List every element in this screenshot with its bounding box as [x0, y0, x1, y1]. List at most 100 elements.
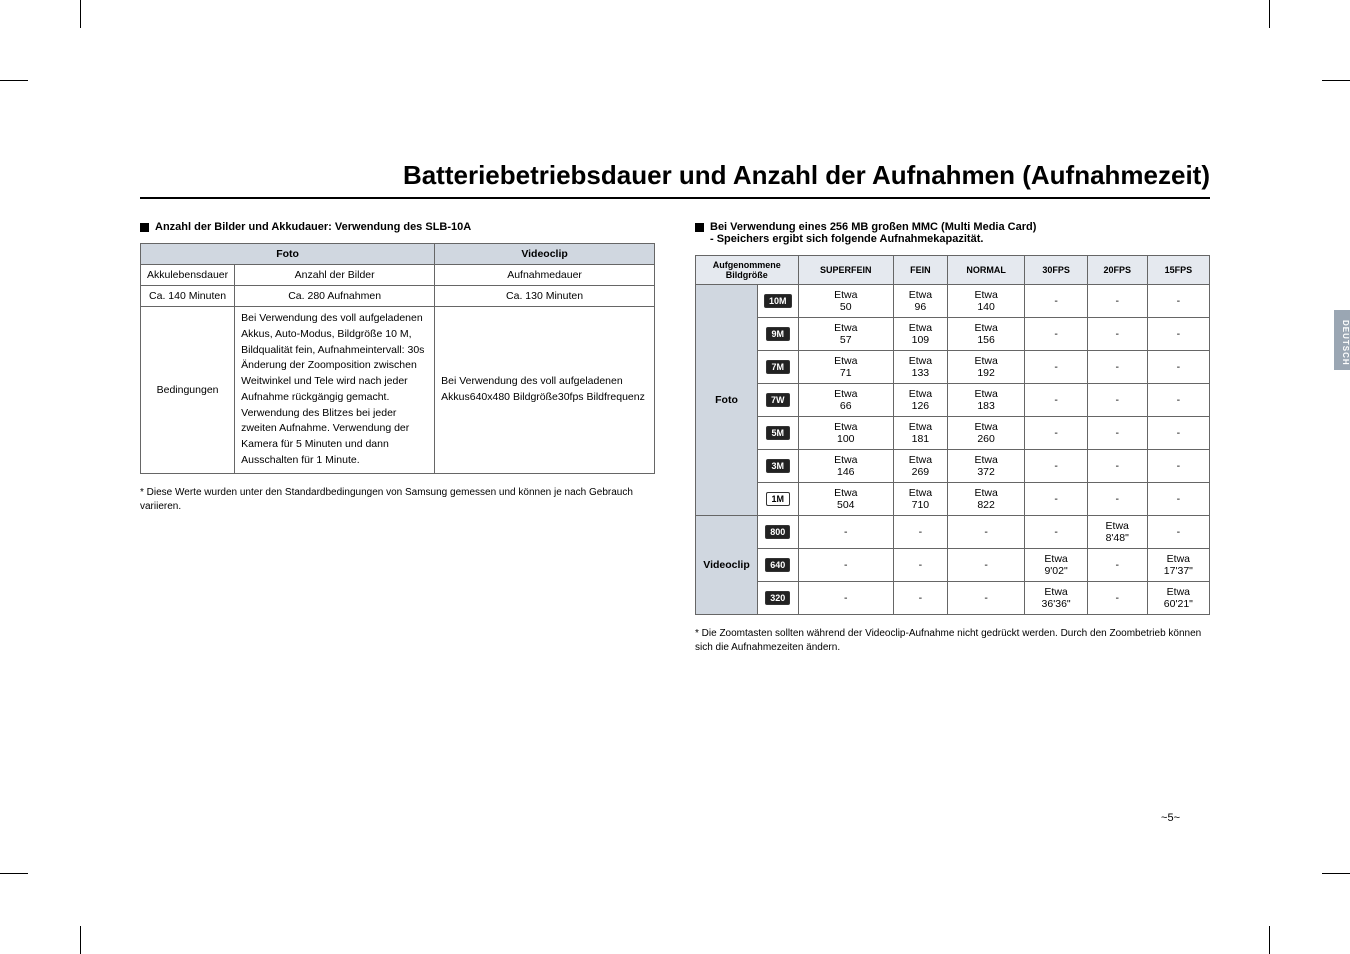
size-badge: 1M [766, 492, 790, 506]
size-badge: 10M [764, 294, 792, 308]
table-cell: - [1025, 285, 1087, 318]
size-badge: 3M [766, 459, 790, 473]
table-cell: Etwa71 [798, 351, 893, 384]
table-cell: Etwa50 [798, 285, 893, 318]
cell-ca140: Ca. 140 Minuten [141, 286, 235, 307]
table-row: Akkulebensdauer Anzahl der Bilder Aufnah… [141, 265, 655, 286]
table-cell: Etwa96 [893, 285, 947, 318]
table-cell: - [1087, 582, 1147, 615]
crop-mark [0, 873, 28, 874]
table-cell: - [1025, 318, 1087, 351]
table-cell: - [1147, 450, 1209, 483]
size-cell: 7M [758, 351, 799, 384]
language-tab: DEUTSCH [1334, 310, 1350, 370]
capacity-table: Aufgenommene Bildgröße SUPERFEIN FEIN NO… [695, 255, 1210, 615]
table-cell: Etwa133 [893, 351, 947, 384]
table-cell: - [947, 582, 1025, 615]
table-row: 3MEtwa146Etwa269Etwa372--- [696, 450, 1210, 483]
table-cell: - [1087, 450, 1147, 483]
table-row: 1MEtwa504Etwa710Etwa822--- [696, 483, 1210, 516]
cell-ca130: Ca. 130 Minuten [435, 286, 655, 307]
table-cell: Etwa66 [798, 384, 893, 417]
table-cell: - [947, 549, 1025, 582]
table-row: 320---Etwa36'36"-Etwa60'21" [696, 582, 1210, 615]
crop-mark [80, 926, 81, 954]
size-cell: 9M [758, 318, 799, 351]
table-cell: Etwa269 [893, 450, 947, 483]
table-cell: - [893, 516, 947, 549]
table-cell: - [1147, 417, 1209, 450]
page-number: ~5~ [1161, 812, 1180, 824]
table-row: Aufgenommene Bildgröße SUPERFEIN FEIN NO… [696, 256, 1210, 285]
table-row: 9MEtwa57Etwa109Etwa156--- [696, 318, 1210, 351]
table-cell: - [1087, 318, 1147, 351]
table-cell: - [893, 549, 947, 582]
table-row: Ca. 140 Minuten Ca. 280 Aufnahmen Ca. 13… [141, 286, 655, 307]
right-heading: Bei Verwendung eines 256 MB großen MMC (… [695, 221, 1210, 245]
col-bildgroesse: Aufgenommene Bildgröße [696, 256, 799, 285]
table-row: Videoclip800----Etwa8'48"- [696, 516, 1210, 549]
size-badge: 7W [766, 393, 790, 407]
table-cell: - [1025, 417, 1087, 450]
table-cell: Etwa140 [947, 285, 1025, 318]
size-cell: 800 [758, 516, 799, 549]
crop-mark [0, 80, 28, 81]
table-cell: - [798, 582, 893, 615]
size-cell: 640 [758, 549, 799, 582]
col-20fps: 20FPS [1087, 256, 1147, 285]
table-row: 5MEtwa100Etwa181Etwa260--- [696, 417, 1210, 450]
table-cell: Etwa183 [947, 384, 1025, 417]
table-row: Foto Videoclip [141, 244, 655, 265]
table-cell: - [798, 516, 893, 549]
bullet-icon [695, 223, 704, 232]
table-cell: - [893, 582, 947, 615]
table-cell: - [798, 549, 893, 582]
table-cell: Etwa181 [893, 417, 947, 450]
table-cell: - [1087, 285, 1147, 318]
table-cell: Etwa260 [947, 417, 1025, 450]
cell-bedingungen-label: Bedingungen [141, 307, 235, 474]
table-cell: Etwa57 [798, 318, 893, 351]
size-badge: 5M [766, 426, 790, 440]
table-cell: Etwa17'37" [1147, 549, 1209, 582]
table-row: Foto10MEtwa50Etwa96Etwa140--- [696, 285, 1210, 318]
table-cell: - [1087, 351, 1147, 384]
table-cell: - [1147, 483, 1209, 516]
table-cell: Etwa100 [798, 417, 893, 450]
left-column: Anzahl der Bilder und Akkudauer: Verwend… [140, 221, 655, 655]
size-cell: 320 [758, 582, 799, 615]
size-badge: 800 [765, 525, 790, 539]
crop-mark [1269, 926, 1270, 954]
table-row: 640---Etwa9'02"-Etwa17'37" [696, 549, 1210, 582]
table-cell: - [1025, 516, 1087, 549]
size-cell: 1M [758, 483, 799, 516]
table-cell: Etwa8'48" [1087, 516, 1147, 549]
size-badge: 9M [766, 327, 790, 341]
rowgroup-video: Videoclip [696, 516, 758, 615]
rowgroup-foto: Foto [696, 285, 758, 516]
table-cell: - [1147, 318, 1209, 351]
size-badge: 640 [765, 558, 790, 572]
cell-bedingungen-video: Bei Verwendung des voll aufgeladenen Akk… [435, 307, 655, 474]
size-badge: 7M [766, 360, 790, 374]
table-cell: Etwa146 [798, 450, 893, 483]
table-cell: Etwa109 [893, 318, 947, 351]
table-cell: - [1025, 483, 1087, 516]
col-15fps: 15FPS [1147, 256, 1209, 285]
table-row: 7MEtwa71Etwa133Etwa192--- [696, 351, 1210, 384]
table-cell: Etwa156 [947, 318, 1025, 351]
left-heading: Anzahl der Bilder und Akkudauer: Verwend… [140, 221, 655, 233]
table-cell: - [1087, 417, 1147, 450]
cell-bedingungen-foto: Bei Verwendung des voll aufgeladenen Akk… [235, 307, 435, 474]
header-videoclip: Videoclip [435, 244, 655, 265]
crop-mark [1269, 0, 1270, 28]
table-cell: Etwa372 [947, 450, 1025, 483]
table-cell: - [1025, 450, 1087, 483]
table-cell: - [1147, 516, 1209, 549]
col-30fps: 30FPS [1025, 256, 1087, 285]
col-normal: NORMAL [947, 256, 1025, 285]
table-cell: - [1147, 384, 1209, 417]
size-cell: 7W [758, 384, 799, 417]
size-cell: 5M [758, 417, 799, 450]
crop-mark [1322, 873, 1350, 874]
